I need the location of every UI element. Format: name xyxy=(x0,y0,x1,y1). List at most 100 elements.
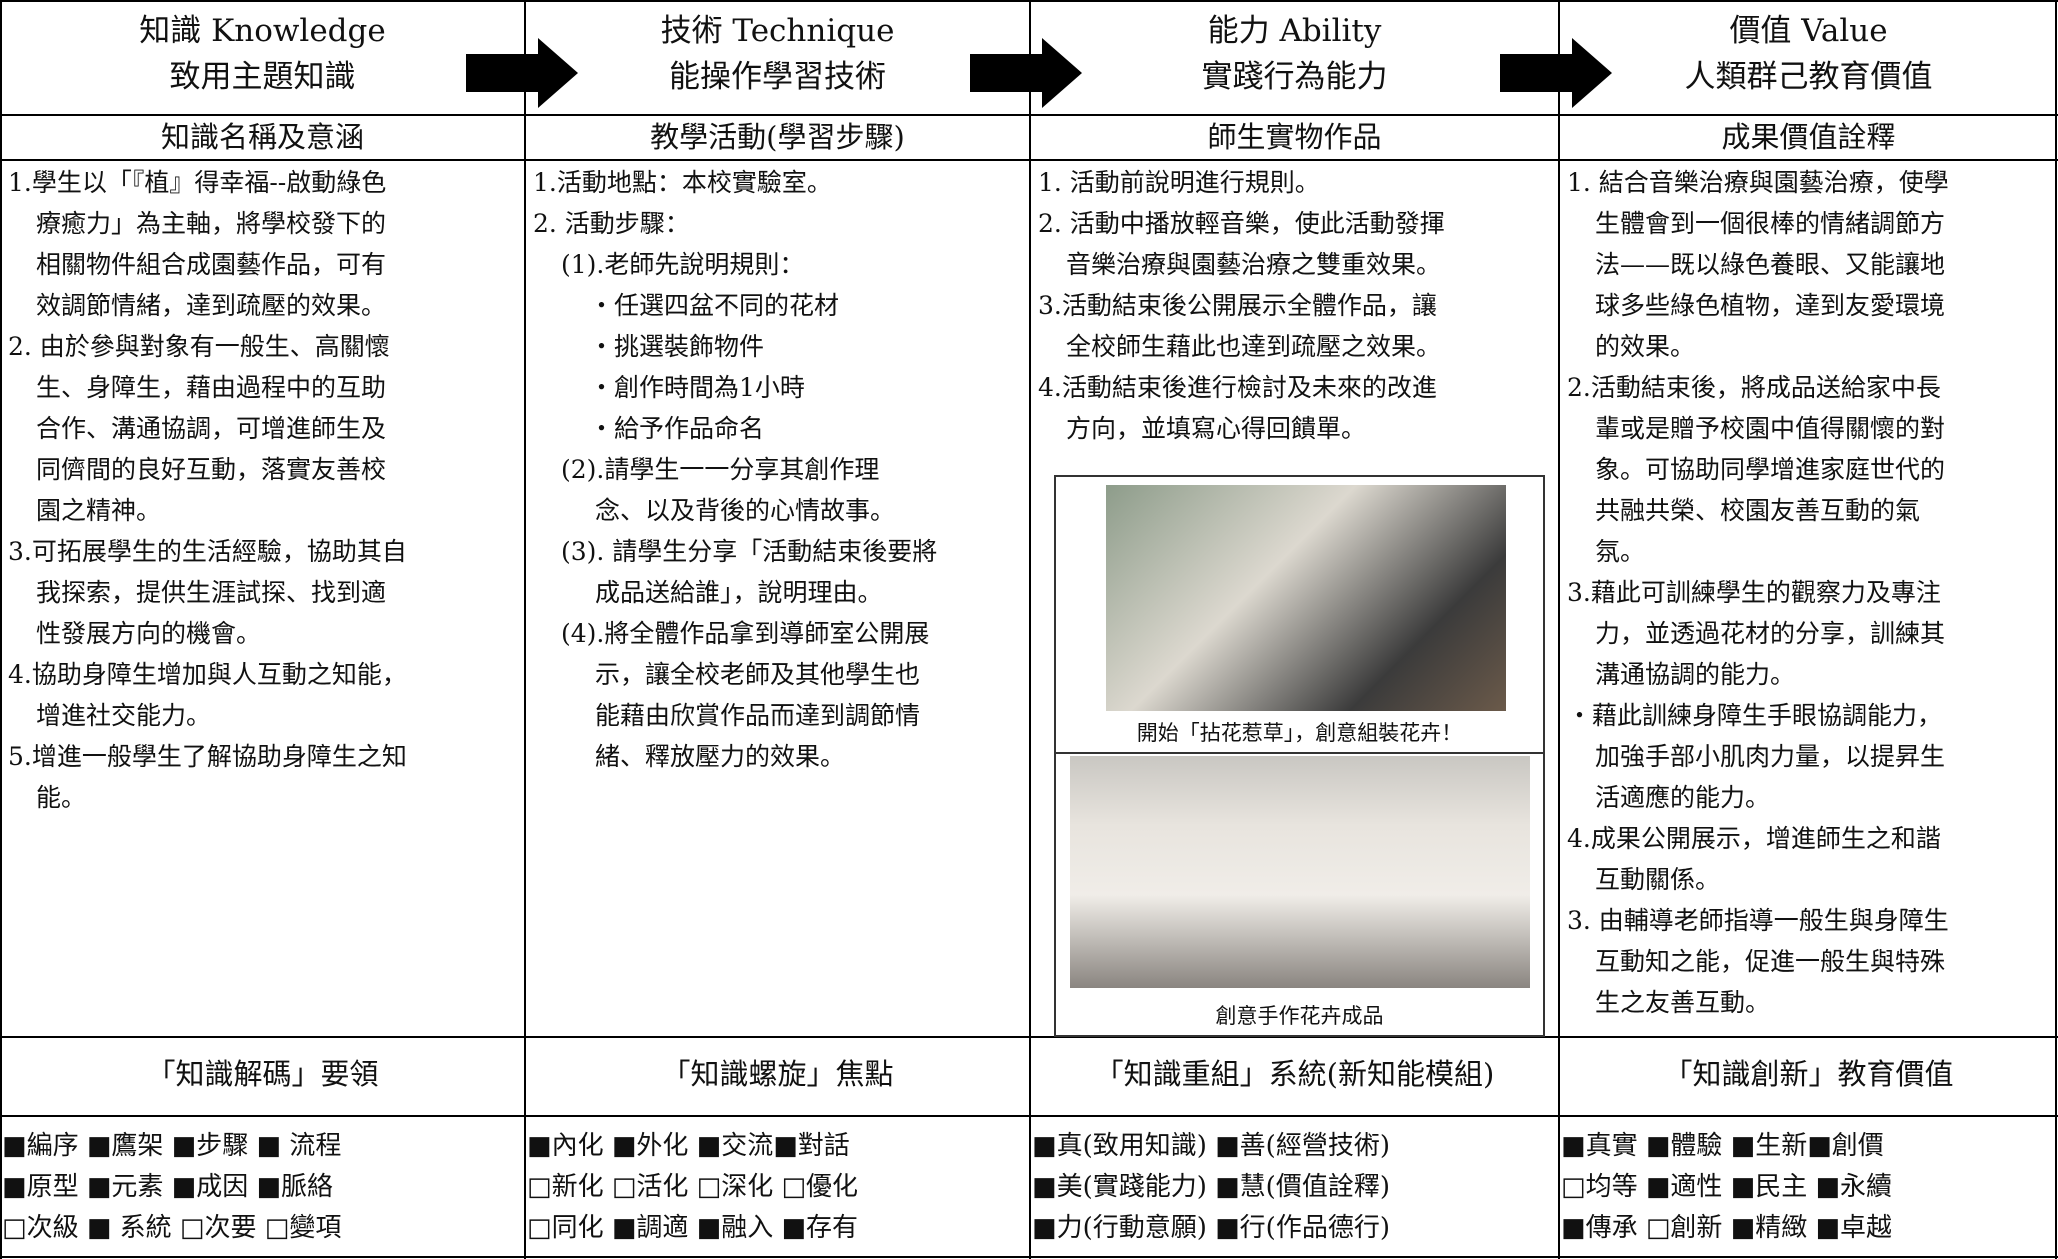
paragraph-line: 增進社交能力。 xyxy=(36,701,212,730)
paragraph-line: 的效果。 xyxy=(1595,332,1696,361)
checklist-line: ■美(實踐能力) ■慧(價值詮釋) xyxy=(1032,1172,1390,1202)
arrow-shape xyxy=(1500,38,1612,108)
paragraph-line: 音樂治療與園藝治療之雙重效果。 xyxy=(1066,250,1442,279)
paragraph-line: 同儕間的良好互動，落實友善校 xyxy=(36,455,387,484)
paragraph-line: 示，讓全校老師及其他學生也 xyxy=(595,660,921,689)
paragraph-line: 4.活動結束後進行檢討及未來的改進 xyxy=(1038,373,1437,402)
paragraph-line: 性發展方向的機會。 xyxy=(36,619,262,648)
header-cell: 價值 Value 人類群己教育價值 xyxy=(1559,8,2058,115)
paragraph-line: (2).請學生一一分享其創作理 xyxy=(561,455,880,484)
header-cell: 技術 Technique 能操作學習技術 xyxy=(525,8,1030,115)
paragraph-line: (4).將全體作品拿到導師室公開展 xyxy=(561,619,930,648)
paragraph-line: 念、以及背後的心情故事。 xyxy=(595,496,896,525)
checklist-line: ■力(行動意願) ■行(作品德行) xyxy=(1032,1213,1390,1243)
photo xyxy=(1070,756,1530,988)
paragraph-line: (1).老師先說明規則： xyxy=(561,250,805,279)
header-cell: 能力 Ability 實踐行為能力 xyxy=(1030,8,1559,115)
paragraph-line: 互動關係。 xyxy=(1595,865,1721,894)
subheader-text: 師生實物作品 xyxy=(1207,120,1382,154)
paragraph-line: 園之精神。 xyxy=(36,496,162,525)
subheader-text: 成果價值詮釋 xyxy=(1721,120,1896,154)
header-text: 致用主題知識 xyxy=(169,59,356,95)
paragraph-line: ・挑選裝飾物件 xyxy=(589,332,765,361)
paragraph-line: 我探索，提供生涯試探、找到適 xyxy=(36,578,387,607)
checklist-cell: ■編序 ■鷹架 ■步驟 ■ 流程 ■原型 ■元素 ■成因 ■脈絡 □次級 ■ 系統 … xyxy=(2,1126,523,1259)
photo xyxy=(1106,485,1506,711)
column-border xyxy=(2055,0,2057,1259)
paragraph-line: 1. 結合音樂治療與園藝治療，使學 xyxy=(1567,168,1949,197)
paragraph-line: 1.活動地點：本校實驗室。 xyxy=(533,168,832,197)
subheader-text: 教學活動(學習步驟) xyxy=(650,120,905,154)
paragraph-line: (3). 請學生分享「活動結束後要將 xyxy=(561,537,938,566)
paragraph-line: 3.活動結束後公開展示全體作品，讓 xyxy=(1038,291,1437,320)
paragraph-line: ・任選四盆不同的花材 xyxy=(589,291,840,320)
paragraph-line: 力，並透過花材的分享，訓練其 xyxy=(1595,619,1946,648)
paragraph-line: 4.協助身障生增加與人互動之知能， xyxy=(8,660,407,689)
paragraph-line: 溝通協調的能力。 xyxy=(1595,660,1796,689)
paragraph-line: 3.可拓展學生的生活經驗，協助其自 xyxy=(8,537,407,566)
paragraph-line: 2. 活動步驟： xyxy=(533,209,690,238)
section-title-cell: 「知識螺旋」焦點 xyxy=(525,1037,1030,1116)
paragraph-line: 2. 由於參與對象有一般生、高關懷 xyxy=(8,332,390,361)
paragraph-line: 緒、釋放壓力的效果。 xyxy=(595,742,846,771)
checklist-line: ■編序 ■鷹架 ■步驟 ■ 流程 xyxy=(2,1131,342,1161)
photo-divider xyxy=(1056,752,1543,754)
paragraph-line: 輩或是贈予校園中值得關懷的對 xyxy=(1595,414,1946,443)
paragraph-line: 2.活動結束後，將成品送給家中長 xyxy=(1567,373,1941,402)
paragraph-line: 1. 活動前說明進行規則。 xyxy=(1038,168,1320,197)
paragraph-line: 3. 由輔導老師指導一般生與身障生 xyxy=(1567,906,1949,935)
checklist-line: ■真(致用知識) ■善(經營技術) xyxy=(1032,1131,1390,1161)
checklist-cell: ■內化 ■外化 ■交流■對話 □新化 □活化 □深化 □優化 □同化 ■調適 ■融入… xyxy=(527,1126,1028,1259)
header-text: 知識 Knowledge xyxy=(139,13,386,49)
checklist-line: ■原型 ■元素 ■成因 ■脈絡 xyxy=(2,1172,334,1202)
header-text: 人類群己教育價值 xyxy=(1684,59,1933,95)
subheader-cell: 知識名稱及意涵 xyxy=(0,115,525,160)
paragraph-line: 5.增進一般學生了解協助身障生之知 xyxy=(8,742,407,771)
paragraph-line: 4.成果公開展示，增進師生之和諧 xyxy=(1567,824,1941,853)
header-text: 價值 Value xyxy=(1729,13,1888,49)
paragraph-line: 法——既以綠色養眼、又能讓地 xyxy=(1595,250,1946,279)
paragraph-line: 能。 xyxy=(36,783,87,812)
paragraph-line: 共融共榮、校園友善互動的氣 xyxy=(1595,496,1921,525)
column-border xyxy=(524,0,526,1259)
checklist-line: ■內化 ■外化 ■交流■對話 xyxy=(527,1131,850,1161)
paragraph-line: ・給予作品命名 xyxy=(589,414,765,443)
checklist-line: □均等 ■適性 ■民主 ■永續 xyxy=(1561,1172,1893,1202)
paragraph-line: 生之友善互動。 xyxy=(1595,988,1771,1017)
photo-panel: 開始「拈花惹草」，創意組裝花卉！ 創意手作花卉成品 xyxy=(1054,475,1545,1037)
header-text: 能操作學習技術 xyxy=(669,59,886,95)
content-cell: 1.學生以「『植』得幸福--啟動綠色 療癒力」為主軸，將學校發下的 相關物件組合成園… xyxy=(8,162,521,1035)
paragraph-line: 氛。 xyxy=(1595,537,1646,566)
arrow xyxy=(970,38,1082,108)
section-title-cell: 「知識創新」教育價值 xyxy=(1559,1037,2058,1116)
photo-caption: 創意手作花卉成品 xyxy=(1215,1004,1384,1028)
paragraph-line: 3.藉此可訓練學生的觀察力及專注 xyxy=(1567,578,1941,607)
header-text: 實踐行為能力 xyxy=(1201,59,1388,95)
checklist-cell: ■真實 ■體驗 ■生新■創價 □均等 ■適性 ■民主 ■永續 ■傳承 □創新 ■精緻… xyxy=(1561,1126,2056,1259)
checklist-line: □同化 ■調適 ■融入 ■存有 xyxy=(527,1213,859,1243)
section-title: 「知識螺旋」焦點 xyxy=(661,1057,894,1091)
checklist-line: □新化 □活化 □深化 □優化 xyxy=(527,1172,859,1202)
paragraph-line: 生體會到一個很棒的情緒調節方 xyxy=(1595,209,1946,238)
paragraph-line: 互動知之能，促進一般生與特殊 xyxy=(1595,947,1946,976)
section-title: 「知識解碼」要領 xyxy=(146,1057,379,1091)
checklist-cell: ■真(致用知識) ■善(經營技術) ■美(實踐能力) ■慧(價值詮釋) ■力(行動意… xyxy=(1032,1126,1557,1259)
paragraph-line: 活適應的能力。 xyxy=(1595,783,1771,812)
header-cell: 知識 Knowledge 致用主題知識 xyxy=(0,8,525,115)
column-border xyxy=(0,0,2,1259)
header-text: 技術 Technique xyxy=(660,13,895,49)
section-title-cell: 「知識重組」系統(新知能模組) xyxy=(1030,1037,1559,1116)
subheader-text: 知識名稱及意涵 xyxy=(160,120,364,154)
content-cell: 1. 結合音樂治療與園藝治療，使學生體會到一個很棒的情緒調節方 法——既以綠色養眼… xyxy=(1567,162,2054,1035)
paragraph-line: 2. 活動中播放輕音樂，使此活動發揮 xyxy=(1038,209,1445,238)
arrow-shape xyxy=(970,38,1082,108)
arrow xyxy=(466,38,578,108)
paragraph-line: ・藉此訓練身障生手眼協調能力， xyxy=(1567,701,1943,730)
paragraph-line: 合作、溝通協調，可增進師生及 xyxy=(36,414,387,443)
subheader-cell: 成果價值詮釋 xyxy=(1559,115,2058,160)
paragraph-line: 方向，並填寫心得回饋單。 xyxy=(1066,414,1367,443)
subheader-cell: 教學活動(學習步驟) xyxy=(525,115,1030,160)
paragraph-line: 效調節情緒，達到疏壓的效果。 xyxy=(36,291,387,320)
content-cell: 1.活動地點：本校實驗室。 2. 活動步驟： (1).老師先說明規則： ・任選四盆不同… xyxy=(533,162,1026,1035)
